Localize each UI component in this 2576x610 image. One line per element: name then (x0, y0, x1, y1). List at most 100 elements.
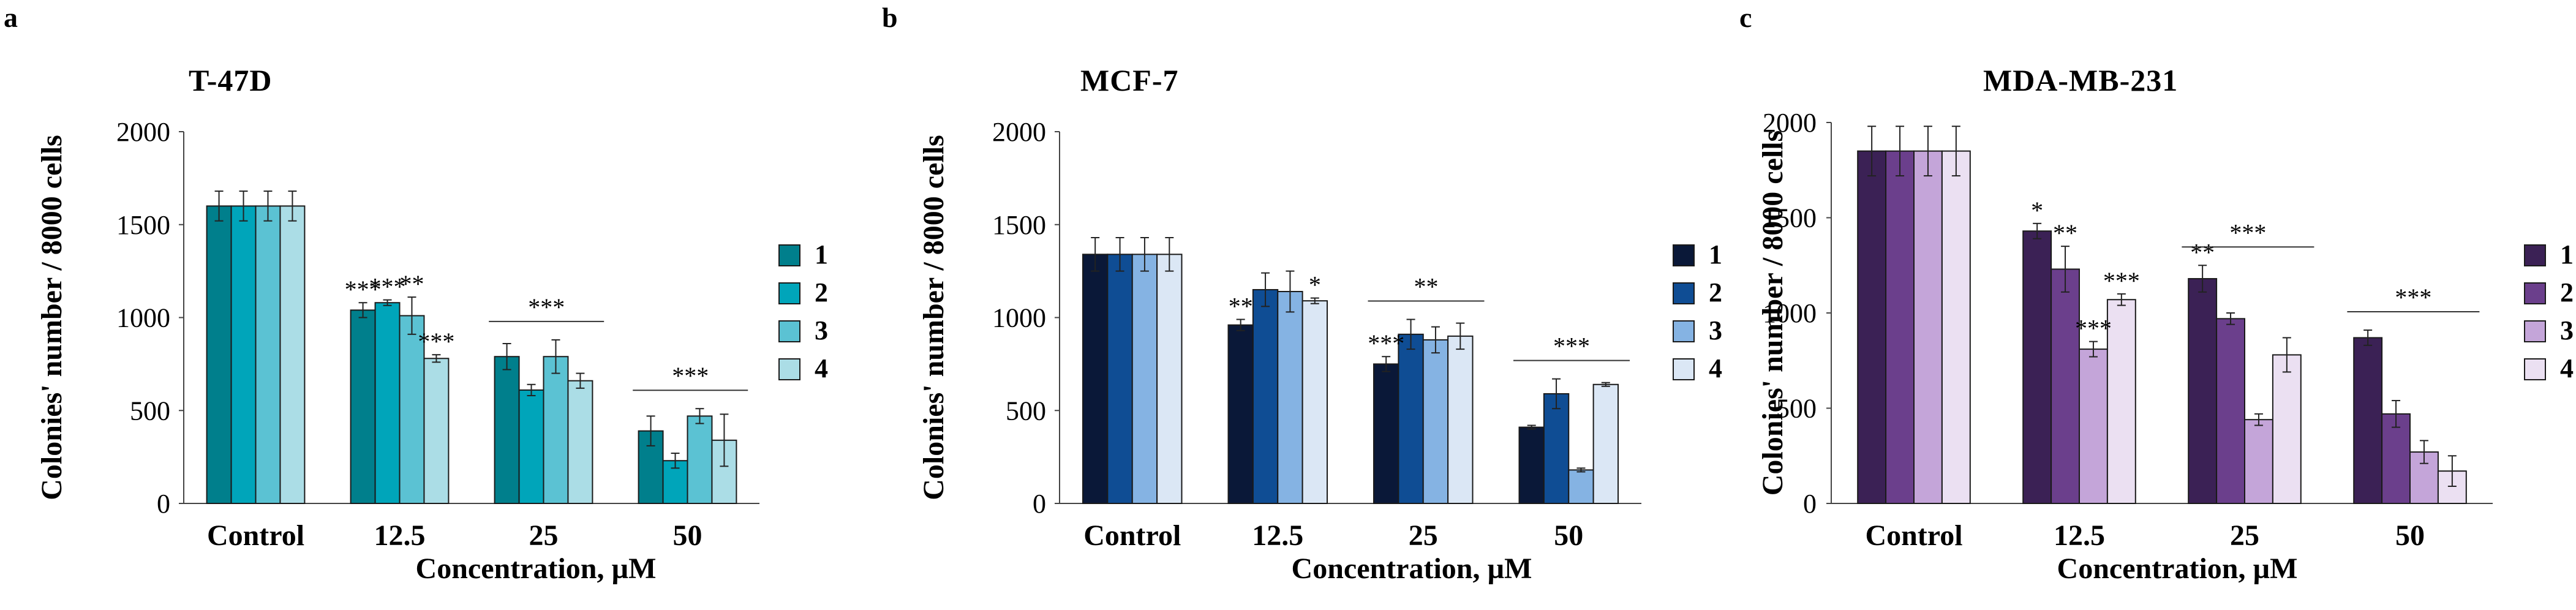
error-bar (358, 302, 367, 318)
legend-label: 1 (1709, 239, 1722, 269)
bar (1227, 324, 1254, 504)
bar (1252, 288, 1279, 504)
panel-c: c MDA-MB-231 Colonies' number / 8000 cells… (1739, 2, 2574, 585)
y-tick-label: 500 (130, 396, 170, 426)
significance-marker: *** (528, 293, 565, 321)
error-bar (2254, 413, 2263, 426)
significance-marker: *** (345, 276, 382, 303)
bar (2022, 230, 2052, 504)
legend-swatch (1673, 320, 1695, 342)
error-bar (720, 413, 729, 467)
bar (1131, 254, 1158, 504)
significance-marker: *** (1368, 329, 1404, 357)
panel-b: b MCF-7 Colonies' number / 8000 cells 0 500 1… (882, 2, 1722, 585)
error-bar (1951, 126, 1960, 177)
panel-title: MDA-MB-231 (1983, 63, 2178, 97)
error-bar (1527, 424, 1536, 430)
y-tick-label: 500 (1006, 396, 1046, 426)
panel-title: MCF-7 (1080, 63, 1179, 97)
x-axis-title: Concentration, µM (1292, 552, 1532, 585)
panel-a: a T-47D Colonies' number / 8000 cells 0 500 1… (4, 2, 828, 585)
y-tick-label: 1500 (116, 210, 170, 240)
bar (230, 205, 257, 504)
bar (1107, 254, 1133, 504)
y-axis-title: Colonies' number / 8000 cells (917, 135, 950, 500)
significance-marker: *** (1553, 333, 1590, 360)
y-tick-label: 1500 (992, 210, 1046, 240)
error-bar (1552, 378, 1561, 410)
legend-label: 2 (2560, 277, 2574, 307)
bar (1518, 426, 1545, 504)
x-category-label: 12.5 (374, 519, 426, 552)
error-bar (2033, 222, 2042, 239)
error-bar (288, 190, 297, 222)
legend-swatch (1673, 358, 1695, 380)
legend-swatch (778, 282, 800, 304)
y-tick-label: 1000 (992, 303, 1046, 333)
x-category-label: 25 (529, 519, 559, 552)
significance-marker: *** (2395, 284, 2431, 311)
bar (2106, 299, 2136, 504)
error-bar (407, 296, 416, 335)
legend-label: 4 (2560, 353, 2574, 383)
legend-label: 3 (815, 315, 828, 345)
legend-swatch (2524, 244, 2546, 266)
significance-marker: *** (2075, 315, 2112, 342)
significance-marker: *** (369, 273, 406, 301)
error-bar (2447, 455, 2457, 488)
bar (1373, 363, 1399, 504)
x-category-label: Control (1083, 519, 1181, 552)
significance-marker: ** (399, 270, 424, 298)
y-tick-label: 0 (1803, 489, 1817, 519)
error-bar (2363, 329, 2373, 346)
bar (2051, 268, 2081, 504)
x-category-label: 50 (2395, 519, 2425, 552)
legend-swatch (1673, 244, 1695, 266)
bar (255, 205, 281, 504)
bar (2188, 278, 2218, 504)
significance-marker: * (1309, 271, 1321, 299)
error-bar (695, 408, 704, 424)
error-bar (1140, 236, 1149, 272)
y-tick-label: 2000 (992, 117, 1046, 147)
error-bar (214, 190, 224, 222)
error-bar (1382, 356, 1391, 372)
x-category-label: 25 (1409, 519, 1438, 552)
bar (1301, 300, 1328, 504)
bar (1156, 254, 1183, 504)
error-bar (1431, 326, 1440, 354)
x-category-label: 25 (2230, 519, 2259, 552)
significance-marker: ** (1414, 273, 1439, 301)
y-tick-label: 1500 (1763, 203, 1817, 233)
bar (1568, 469, 1594, 504)
bar (1398, 333, 1424, 504)
bar (350, 309, 376, 504)
bar (2381, 413, 2411, 505)
x-axis-title: Concentration, µM (2057, 552, 2298, 585)
panel-letter: c (1739, 2, 1752, 33)
bar (2272, 354, 2302, 504)
significance-marker: ** (2190, 238, 2215, 266)
error-bar (2061, 246, 2070, 293)
significance-marker: ** (2053, 219, 2077, 247)
bar (279, 205, 306, 504)
bar (687, 415, 713, 504)
x-axis-title: Concentration, µM (416, 552, 657, 585)
x-category-label: Control (207, 519, 304, 552)
error-bar (1286, 270, 1295, 313)
significance-marker: * (2031, 197, 2043, 224)
error-bar (1310, 297, 1319, 304)
bar (1277, 291, 1303, 504)
significance-marker: *** (672, 362, 709, 390)
bar (374, 302, 401, 504)
legend-swatch (778, 244, 800, 266)
error-bar (1867, 126, 1877, 177)
error-bar (263, 190, 273, 222)
bar (1941, 150, 1971, 504)
bar (518, 389, 544, 504)
bar (1447, 335, 1474, 504)
error-bar (1236, 318, 1245, 331)
legend-label: 2 (1709, 277, 1722, 307)
legend-label: 1 (2560, 239, 2574, 269)
